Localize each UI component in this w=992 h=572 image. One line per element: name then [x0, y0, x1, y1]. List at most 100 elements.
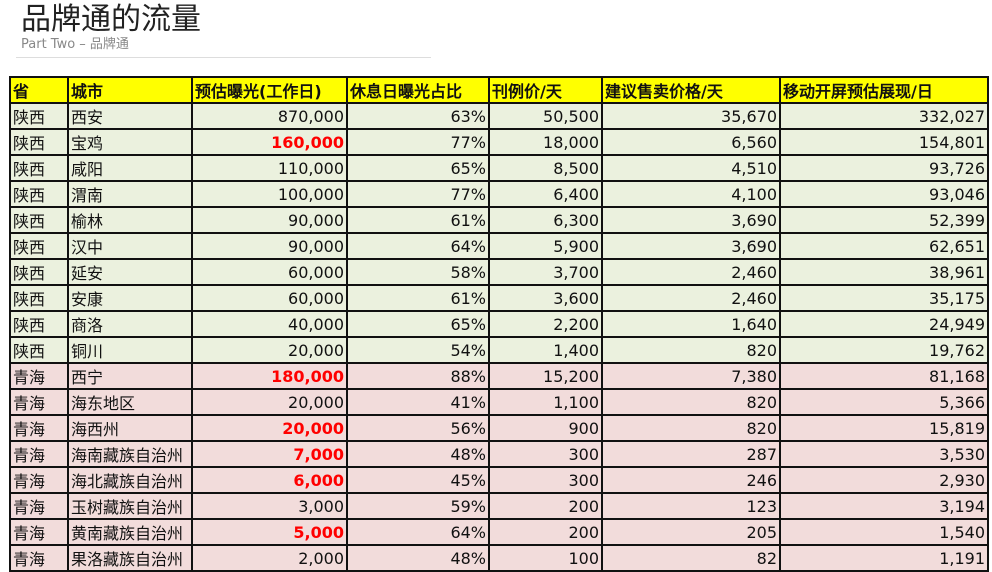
cell-province: 陕西	[9, 128, 69, 156]
cell-ratio: 64%	[346, 518, 490, 546]
cell-mobile: 15,819	[779, 414, 989, 442]
cell-mobile: 24,949	[779, 310, 989, 338]
cell-price: 8,500	[488, 154, 603, 182]
cell-price: 18,000	[488, 128, 603, 156]
cell-province: 青海	[9, 466, 69, 494]
header-row: 省城市 预估曝光(工作日) 休息日曝光占比 刊例价/天 建议售卖价格/天 移动开屏预估展现…	[9, 76, 989, 104]
cell-price: 5,900	[488, 232, 603, 260]
cell-ratio: 48%	[346, 544, 490, 572]
cell-city: 汉中	[67, 232, 193, 260]
cell-mobile: 154,801	[779, 128, 989, 156]
cell-province: 陕西	[9, 180, 69, 208]
table-row: 青海 海北藏族自治州 6,000 45% 300 246 2,930	[9, 466, 989, 494]
table-row: 陕西 汉中 90,000 64% 5,900 3,690 62,651	[9, 232, 989, 260]
cell-ratio: 48%	[346, 440, 490, 468]
cell-province: 陕西	[9, 284, 69, 312]
table-row: 陕西 延安 60,000 58% 3,700 2,460 38,961	[9, 258, 989, 286]
cell-mobile: 38,961	[779, 258, 989, 286]
column-header: 休息日曝光占比	[346, 76, 490, 104]
column-header: 省	[9, 76, 69, 104]
cell-ratio: 64%	[346, 232, 490, 260]
cell-city: 黄南藏族自治州	[67, 518, 193, 546]
cell-mobile: 1,540	[779, 518, 989, 546]
cell-exposure: 2,000	[191, 544, 348, 572]
cell-suggested: 287	[601, 440, 781, 468]
table-row: 陕西 安康 60,000 61% 3,600 2,460 35,175	[9, 284, 989, 312]
cell-province: 青海	[9, 492, 69, 520]
cell-exposure: 90,000	[191, 232, 348, 260]
cell-province: 陕西	[9, 310, 69, 338]
column-header: 城市	[67, 76, 193, 104]
cell-suggested: 3,690	[601, 232, 781, 260]
cell-price: 200	[488, 492, 603, 520]
divider	[16, 57, 431, 58]
cell-mobile: 93,046	[779, 180, 989, 208]
cell-suggested: 4,510	[601, 154, 781, 182]
cell-ratio: 58%	[346, 258, 490, 286]
cell-province: 青海	[9, 362, 69, 390]
cell-exposure: 100,000	[191, 180, 348, 208]
cell-city: 海南藏族自治州	[67, 440, 193, 468]
cell-mobile: 3,530	[779, 440, 989, 468]
cell-city: 渭南	[67, 180, 193, 208]
cell-ratio: 56%	[346, 414, 490, 442]
cell-exposure: 60,000	[191, 258, 348, 286]
cell-suggested: 6,560	[601, 128, 781, 156]
cell-ratio: 41%	[346, 388, 490, 416]
cell-ratio: 65%	[346, 310, 490, 338]
cell-province: 青海	[9, 544, 69, 572]
cell-price: 6,400	[488, 180, 603, 208]
table-row: 青海 海南藏族自治州 7,000 48% 300 287 3,530	[9, 440, 989, 468]
cell-suggested: 3,690	[601, 206, 781, 234]
cell-price: 3,700	[488, 258, 603, 286]
cell-city: 宝鸡	[67, 128, 193, 156]
cell-city: 玉树藏族自治州	[67, 492, 193, 520]
cell-exposure: 6,000	[191, 466, 348, 494]
column-header: 建议售卖价格/天	[601, 76, 781, 104]
cell-exposure: 180,000	[191, 362, 348, 390]
cell-city: 果洛藏族自治州	[67, 544, 193, 572]
cell-suggested: 820	[601, 388, 781, 416]
cell-mobile: 62,651	[779, 232, 989, 260]
column-header: 移动开屏预估展现/日	[779, 76, 989, 104]
cell-city: 榆林	[67, 206, 193, 234]
cell-exposure: 20,000	[191, 336, 348, 364]
table-row: 陕西 渭南 100,000 77% 6,400 4,100 93,046	[9, 180, 989, 208]
cell-price: 200	[488, 518, 603, 546]
cell-price: 6,300	[488, 206, 603, 234]
column-header: 刊例价/天	[488, 76, 603, 104]
cell-province: 青海	[9, 518, 69, 546]
table-row: 陕西 榆林 90,000 61% 6,300 3,690 52,399	[9, 206, 989, 234]
table-row: 青海 海东地区 20,000 41% 1,100 820 5,366	[9, 388, 989, 416]
cell-ratio: 77%	[346, 128, 490, 156]
cell-exposure: 3,000	[191, 492, 348, 520]
column-header: 预估曝光(工作日)	[191, 76, 348, 104]
cell-ratio: 61%	[346, 284, 490, 312]
cell-suggested: 82	[601, 544, 781, 572]
table-row: 青海 西宁 180,000 88% 15,200 7,380 81,168	[9, 362, 989, 390]
cell-price: 100	[488, 544, 603, 572]
cell-exposure: 110,000	[191, 154, 348, 182]
cell-exposure: 5,000	[191, 518, 348, 546]
cell-suggested: 820	[601, 414, 781, 442]
cell-suggested: 4,100	[601, 180, 781, 208]
cell-price: 3,600	[488, 284, 603, 312]
cell-mobile: 19,762	[779, 336, 989, 364]
cell-suggested: 7,380	[601, 362, 781, 390]
cell-price: 1,400	[488, 336, 603, 364]
cell-province: 陕西	[9, 336, 69, 364]
cell-price: 2,200	[488, 310, 603, 338]
cell-exposure: 90,000	[191, 206, 348, 234]
cell-mobile: 5,366	[779, 388, 989, 416]
cell-mobile: 52,399	[779, 206, 989, 234]
cell-ratio: 59%	[346, 492, 490, 520]
cell-province: 陕西	[9, 154, 69, 182]
cell-ratio: 54%	[346, 336, 490, 364]
traffic-table: 省城市 预估曝光(工作日) 休息日曝光占比 刊例价/天 建议售卖价格/天 移动开屏预估展现…	[9, 76, 989, 572]
table-row: 陕西 西安 870,000 63% 50,500 35,670 332,027	[9, 102, 989, 130]
cell-price: 50,500	[488, 102, 603, 130]
cell-city: 延安	[67, 258, 193, 286]
cell-exposure: 20,000	[191, 388, 348, 416]
cell-city: 海西州	[67, 414, 193, 442]
table-row: 陕西 商洛 40,000 65% 2,200 1,640 24,949	[9, 310, 989, 338]
